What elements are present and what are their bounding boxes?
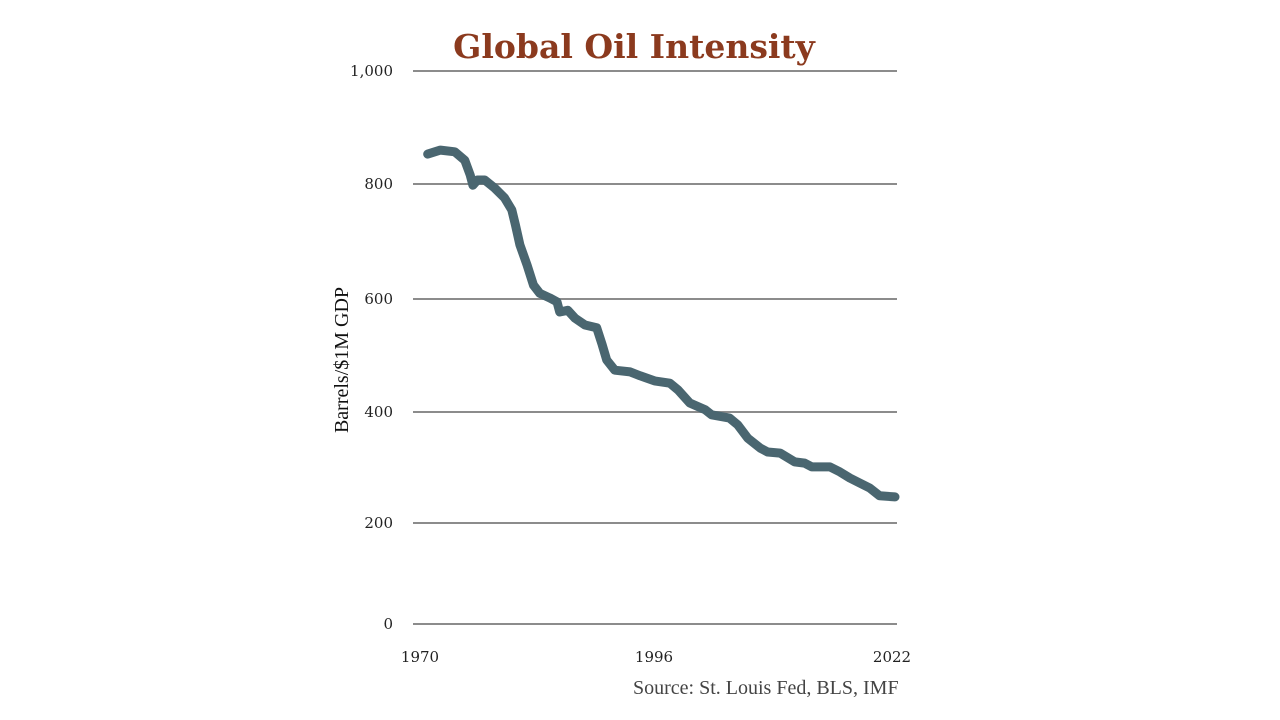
x-tick-label: 2022 xyxy=(873,648,911,666)
x-tick-label: 1970 xyxy=(401,648,439,666)
y-tick-label: 800 xyxy=(364,175,393,193)
y-tick-label: 200 xyxy=(364,514,393,532)
gridlines xyxy=(413,70,897,625)
chart-title: Global Oil Intensity xyxy=(453,27,816,66)
y-tick-label: 400 xyxy=(364,403,393,421)
x-axis-ticks: 1970 1996 2022 xyxy=(401,648,911,666)
y-axis-ticks: 0 200 400 600 800 1,000 xyxy=(350,62,393,633)
y-tick-label: 0 xyxy=(383,615,393,633)
series-line-oil-intensity xyxy=(423,145,900,502)
y-tick-label: 600 xyxy=(364,290,393,308)
source-note: Source: St. Louis Fed, BLS, IMF xyxy=(633,677,899,699)
x-tick-label: 1996 xyxy=(635,648,673,666)
y-tick-label: 1,000 xyxy=(350,62,393,80)
y-axis-label: Barrels/$1M GDP xyxy=(331,287,353,433)
